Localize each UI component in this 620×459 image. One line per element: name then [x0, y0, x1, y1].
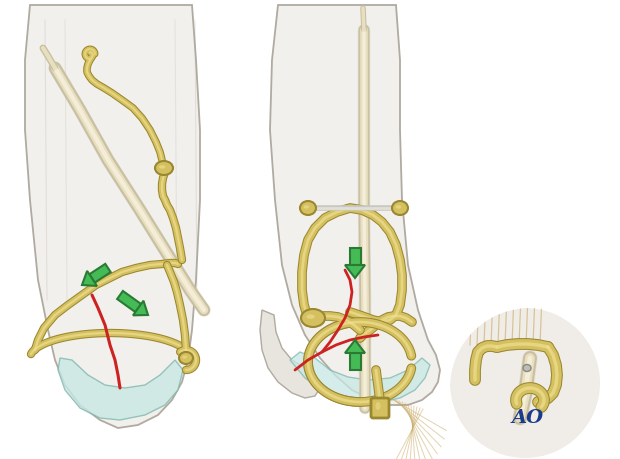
Polygon shape [270, 5, 440, 405]
Polygon shape [290, 352, 430, 402]
Ellipse shape [300, 201, 316, 215]
Ellipse shape [306, 314, 315, 319]
Ellipse shape [159, 165, 166, 169]
Polygon shape [82, 271, 97, 286]
Polygon shape [133, 301, 148, 315]
Polygon shape [350, 353, 360, 370]
Polygon shape [117, 291, 141, 312]
Ellipse shape [376, 402, 381, 410]
Ellipse shape [182, 356, 187, 358]
Circle shape [448, 306, 612, 459]
Ellipse shape [396, 205, 401, 209]
Ellipse shape [179, 352, 193, 364]
Circle shape [450, 308, 600, 458]
Polygon shape [58, 358, 183, 420]
Text: AO: AO [512, 409, 544, 427]
FancyBboxPatch shape [371, 398, 389, 418]
Polygon shape [345, 340, 365, 353]
Polygon shape [89, 264, 111, 283]
Ellipse shape [301, 309, 325, 327]
Polygon shape [25, 5, 200, 428]
Ellipse shape [523, 364, 531, 371]
Ellipse shape [392, 201, 408, 215]
Polygon shape [260, 310, 320, 398]
Ellipse shape [304, 205, 309, 209]
Polygon shape [350, 248, 360, 265]
Ellipse shape [155, 161, 173, 175]
Polygon shape [345, 265, 365, 278]
